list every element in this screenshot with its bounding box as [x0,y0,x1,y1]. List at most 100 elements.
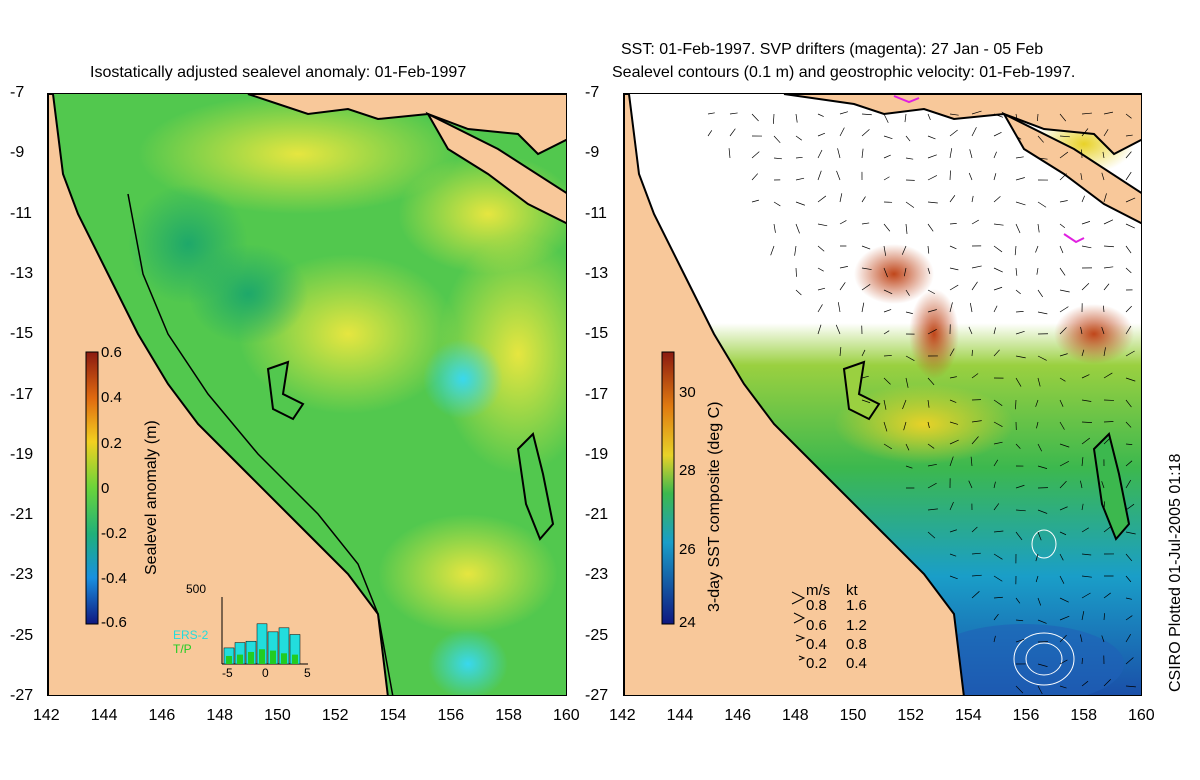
velocity-arrow [1125,553,1133,562]
lon-tick-label: 146 [724,707,752,724]
inset-tp-bar [248,651,254,664]
velocity-arrow [993,267,1003,273]
velocity-arrow [883,245,887,256]
velocity-arrow [1081,421,1092,423]
velocity-legend-kt: 0.8 [846,636,867,653]
velocity-arrow [971,591,980,599]
velocity-arrow [1037,355,1047,361]
lon-tick-label: 154 [379,707,407,724]
new-guinea-land [783,94,1141,156]
velocity-arrow [971,373,979,379]
velocity-arrow [817,170,822,181]
velocity-arrow [971,219,979,225]
velocity-arrow [1101,481,1105,489]
velocity-arrow [795,113,798,123]
velocity-arrow [1103,421,1114,423]
velocity-arrow [1080,480,1083,489]
lon-tick-label: 150 [264,707,291,724]
lat-tick-label: -25 [10,626,34,644]
sst-map [624,94,1141,695]
velocity-arrow [971,195,974,203]
velocity-arrow [1081,457,1084,467]
velocity-arrow [903,421,907,431]
velocity-arrow [1125,479,1132,489]
velocity-arrow [1015,399,1017,410]
velocity-arrow [1081,221,1091,225]
velocity-arrow [817,195,827,203]
right-colorbar-label: 3-day SST composite (deg C) [706,401,723,612]
velocity-arrow [1103,678,1112,687]
velocity-arrow [839,266,848,269]
velocity-arrow [1125,634,1131,643]
velocity-arrow [1015,311,1024,313]
velocity-arrow [1059,443,1070,448]
velocity-arrow [993,286,1003,291]
velocity-arrow [728,148,731,159]
velocity-arrow [968,326,973,335]
new-guinea-land [247,94,566,156]
sealevel-anomaly-map [48,94,566,695]
velocity-arrow [883,443,892,450]
velocity-arrow [839,111,849,115]
velocity-arrow [1059,151,1069,159]
velocity-arrow [1035,245,1039,253]
velocity-arrow [794,245,797,256]
velocity-arrow [1125,460,1133,467]
negative-anomaly-region [428,629,508,695]
velocity-arrow [1059,353,1068,357]
velocity-arrow [1059,659,1068,665]
velocity-arrow [1125,325,1132,335]
velocity-arrow [1015,113,1018,122]
velocity-arrow [949,376,957,379]
velocity-arrow [707,112,715,115]
velocity-arrow [969,302,973,313]
lat-tick-label: -13 [585,264,609,282]
velocity-legend-ms: 0.8 [806,597,827,614]
velocity-arrow [905,377,909,388]
left-map-title: Isostatically adjusted sealevel anomaly:… [90,64,467,81]
velocity-arrow [971,127,977,137]
right-map-panel[interactable] [623,93,1142,696]
left-map-panel[interactable] [47,93,567,696]
velocity-arrow [949,113,959,116]
velocity-arrow [861,399,871,404]
velocity-legend-ms: 0.2 [806,655,827,672]
velocity-arrow [927,135,936,140]
velocity-arrow [949,223,957,225]
lat-tick-label: -21 [585,506,609,524]
velocity-arrow [1125,443,1133,445]
velocity-arrow [1037,377,1041,387]
velocity-arrow [751,113,759,122]
velocity-arrow [1103,111,1114,115]
velocity-arrow [1015,484,1025,489]
velocity-arrow [949,529,957,533]
velocity-arrow [1103,219,1114,225]
lon-tick-label: 156 [1012,707,1040,724]
velocity-arrow [1015,509,1026,512]
velocity-arrow [1125,151,1132,159]
velocity-arrow [883,113,889,123]
velocity-arrow [861,196,866,203]
velocity-arrow [1103,438,1111,445]
velocity-arrow [795,223,800,234]
velocity-arrow [1081,503,1084,511]
velocity-arrow [1125,575,1132,583]
velocity-arrow [993,223,1004,226]
velocity-arrow [839,282,846,291]
velocity-arrow [1015,377,1022,387]
lat-tick-label: -9 [10,144,25,162]
velocity-legend-ms: 0.6 [806,617,827,634]
velocity-arrow [1101,172,1105,181]
velocity-arrow [1059,480,1067,489]
velocity-arrow [1081,112,1092,115]
velocity-arrow [1081,282,1090,291]
velocity-arrow [1125,503,1135,511]
velocity-arrow [1125,377,1136,382]
lat-tick-label: -11 [10,204,32,222]
velocity-arrow [1103,525,1112,533]
left-colorbar-label: Sealevel anomaly (m) [143,420,160,575]
svp-drifter-track [893,95,920,104]
velocity-arrow [1037,157,1048,160]
velocity-arrow [971,552,981,555]
velocity-arrow [993,596,1003,599]
